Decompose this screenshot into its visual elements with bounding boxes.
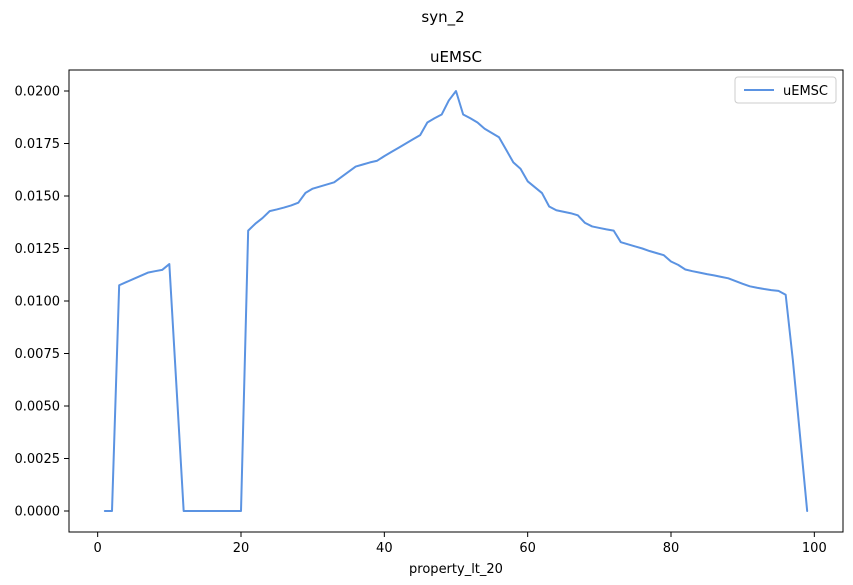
- y-tick-label: 0.0075: [15, 347, 61, 362]
- figure-suptitle: syn_2: [421, 8, 464, 27]
- chart-title: uEMSC: [430, 48, 482, 66]
- x-tick-label: 60: [519, 541, 536, 556]
- axes-frame: [68, 69, 844, 533]
- y-tick-label: 0.0000: [15, 505, 61, 520]
- x-tick-label: 100: [802, 541, 827, 556]
- x-axis-label: property_lt_20: [409, 562, 503, 577]
- x-axis: 0 20 40 60 80 100: [94, 532, 827, 556]
- y-tick-label: 0.0025: [15, 452, 61, 467]
- y-tick-label: 0.0175: [15, 137, 61, 152]
- legend-box: [734, 76, 837, 104]
- series-layer: [103, 90, 809, 512]
- x-tick-label: 40: [376, 541, 393, 556]
- y-tick-label: 0.0150: [15, 190, 61, 205]
- y-tick-label: 0.0125: [15, 242, 61, 257]
- y-axis: 0.0000 0.0025 0.0050 0.0075 0.0100 0.0125 0.01…: [15, 85, 69, 520]
- y-tick-label: 0.0050: [15, 400, 61, 415]
- y-tick-label: 0.0200: [15, 85, 61, 100]
- legend-label-uemsc: uEMSC: [783, 84, 828, 99]
- y-tick-label: 0.0100: [15, 295, 61, 310]
- x-tick-label: 20: [233, 541, 250, 556]
- x-tick-label: 80: [663, 541, 680, 556]
- series-line-uemsc: [103, 90, 809, 512]
- legend: uEMSC: [734, 76, 837, 104]
- x-tick-label: 0: [94, 541, 102, 556]
- plot-area: 0 20 40 60 80 100 0.00000.00250.00500.00750.0…: [15, 69, 844, 556]
